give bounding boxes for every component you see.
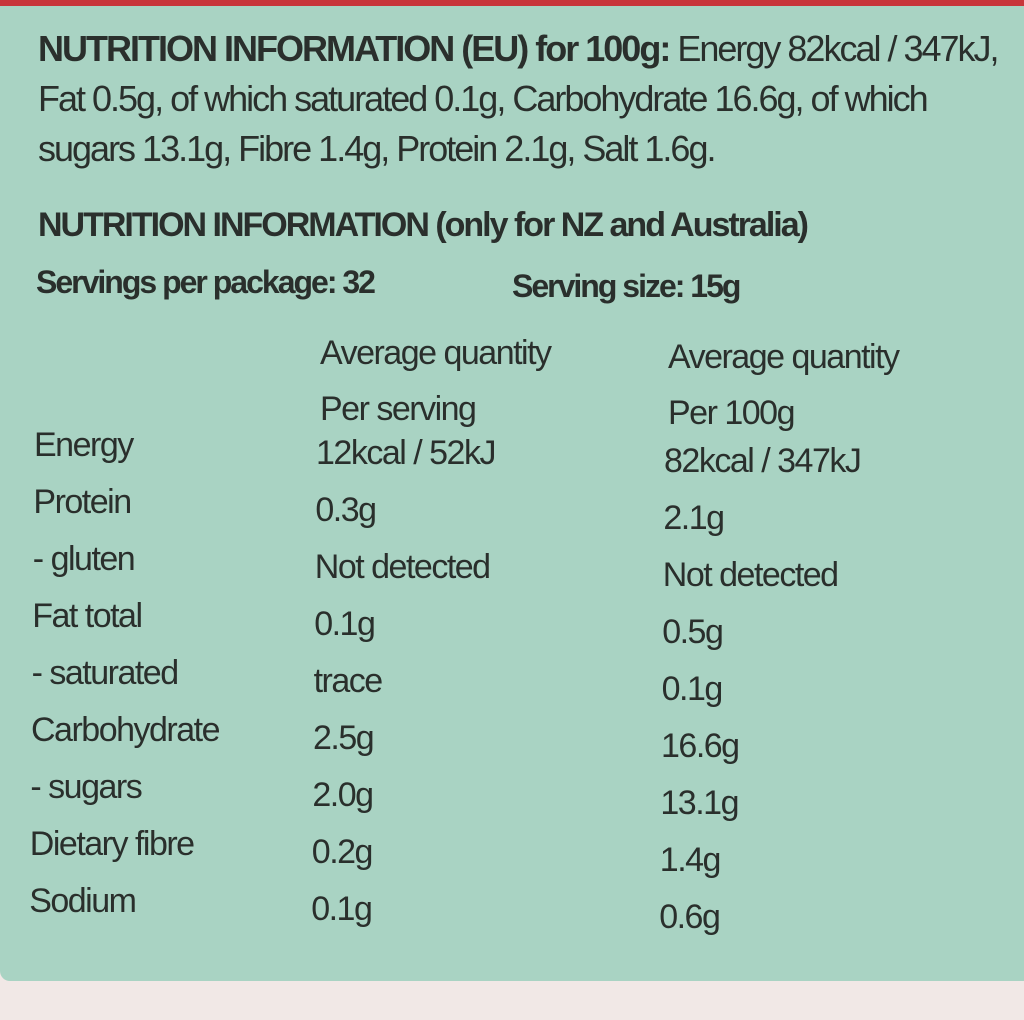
nutrition-label: NUTRITION INFORMATION (EU) for 100g: Ene… [0, 6, 1024, 981]
col-header: Per serving [320, 390, 477, 428]
nutrient-value: 2.5g [313, 719, 375, 757]
col-header: Per 100g [668, 394, 796, 432]
nutrient-value: 2.1g [663, 499, 725, 537]
nutrient-name: Energy [34, 426, 134, 464]
nutrient-value: 0.5g [662, 613, 724, 651]
nutrient-name: - sugars [30, 768, 142, 806]
nutrient-value: trace [313, 662, 384, 700]
serving-size: Serving size: 15g [512, 268, 741, 304]
nutrient-value: 0.6g [659, 898, 721, 936]
nutrient-value: Not detected [662, 556, 839, 594]
nutrient-name: Sodium [29, 882, 137, 920]
nutrient-name: Fat total [32, 597, 143, 635]
servings: Servings per package: 32 [36, 264, 376, 300]
nutrient-value: 2.0g [312, 776, 374, 814]
nutrient-value: 82kcal / 347kJ [664, 442, 862, 480]
eu-heading: NUTRITION INFORMATION (EU) for 100g: [38, 28, 671, 69]
nutrient-value: 1.4g [659, 841, 722, 879]
nutrient-value: 0.1g [311, 890, 373, 928]
col-header: Average quantity [668, 338, 900, 376]
nutrient-value: 13.1g [660, 784, 739, 822]
eu-info: NUTRITION INFORMATION (EU) for 100g: Ene… [38, 24, 1000, 174]
nutrient-value: 0.1g [661, 670, 724, 708]
nutrient-name: Protein [33, 483, 132, 521]
nutrient-value: 0.2g [311, 833, 374, 871]
nutrient-value: Not detected [314, 548, 491, 586]
red-band [0, 0, 1024, 8]
nutrient-value: 0.3g [315, 491, 377, 529]
nutrient-value: 16.6g [661, 727, 740, 765]
nutrient-value: 0.1g [314, 605, 376, 643]
eu-text: Energy 82kcal / 347kJ, Fat 0.5g, of whic… [38, 28, 1000, 169]
nutrient-name: Dietary fibre [29, 825, 195, 863]
nutrient-name: - saturated [31, 654, 180, 692]
col-header: Average quantity [320, 334, 552, 372]
nutrient-value: 12kcal / 52kJ [316, 434, 496, 472]
nutrient-name: - gluten [32, 540, 136, 578]
nutrient-name: Carbohydrate [31, 711, 221, 749]
nz-heading: NUTRITION INFORMATION (only for NZ and A… [38, 206, 809, 244]
